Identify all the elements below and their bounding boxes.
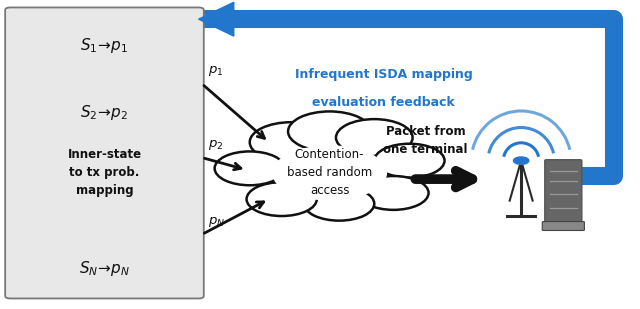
Circle shape [304,187,374,221]
Text: Inner-state
to tx prob.
mapping: Inner-state to tx prob. mapping [67,148,141,197]
Circle shape [214,151,285,185]
Text: $p_2$: $p_2$ [208,138,223,152]
Text: Infrequent ISDA mapping: Infrequent ISDA mapping [295,68,473,81]
Text: $S_2\!\rightarrow\!p_2$: $S_2\!\rightarrow\!p_2$ [81,104,129,122]
Circle shape [246,182,317,216]
Circle shape [358,176,429,210]
Circle shape [288,112,371,151]
FancyBboxPatch shape [5,7,204,298]
Circle shape [374,144,445,178]
Circle shape [336,119,413,156]
Text: $S_1\!\rightarrow\!p_1$: $S_1\!\rightarrow\!p_1$ [81,36,129,55]
Text: $p_N$: $p_N$ [208,215,225,229]
Circle shape [513,157,529,164]
Polygon shape [198,2,234,36]
FancyBboxPatch shape [545,160,582,223]
FancyBboxPatch shape [542,222,584,231]
Text: Contention-
based random
access: Contention- based random access [287,148,372,197]
Circle shape [250,122,333,162]
Text: $S_N\!\rightarrow\!p_N$: $S_N\!\rightarrow\!p_N$ [79,259,130,278]
Text: $p_1$: $p_1$ [208,65,224,78]
Text: Packet from
one terminal: Packet from one terminal [383,125,468,156]
Circle shape [272,145,387,201]
Text: evaluation feedback: evaluation feedback [312,96,455,109]
